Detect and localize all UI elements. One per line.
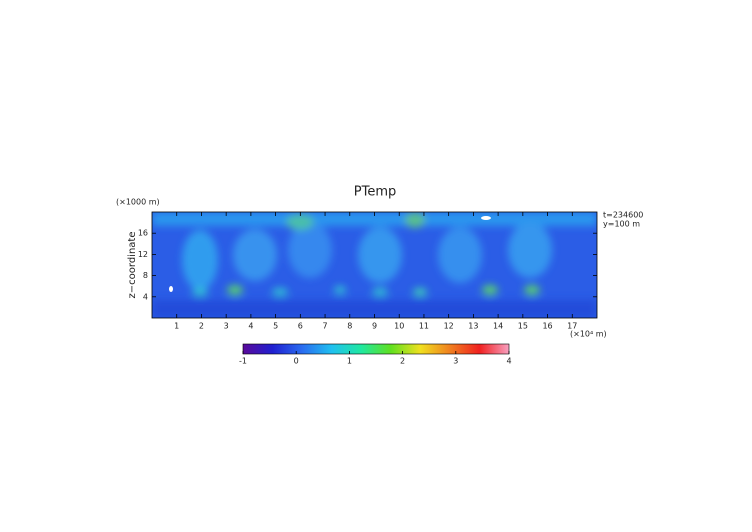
x-tick-label: 17 [567,322,577,331]
x-tick-label: 12 [444,322,454,331]
colorbar [242,343,510,355]
x-tick-label: 1 [174,322,179,331]
field [152,212,597,318]
annotation: y=100 m [603,220,640,229]
y-unit: (×1000 m) [116,198,160,207]
x-tick-label: 13 [468,322,478,331]
x-tick-label: 9 [372,322,377,331]
colorbar-tick-label: 0 [294,357,299,366]
y-tick-label: 4 [143,292,148,301]
x-tick-label: 6 [298,322,303,331]
x-tick-label: 2 [199,322,204,331]
colorbar-tick-label: 3 [453,357,458,366]
x-tick-label: 4 [248,322,253,331]
y-tick-label: 12 [138,250,148,259]
x-tick-label: 8 [347,322,352,331]
colorbar-tick-label: 2 [400,357,405,366]
x-tick-label: 14 [493,322,503,331]
chart-title: PTemp [354,185,397,200]
x-tick-label: 10 [394,322,404,331]
y-label: z−coordinate [127,232,138,299]
colorbar-tick-label: 1 [347,357,352,366]
x-tick-label: 3 [224,322,229,331]
y-tick-label: 8 [143,271,148,280]
x-tick-label: 5 [273,322,278,331]
colorbar-tick-label: 4 [506,357,511,366]
y-tick-label: 16 [138,229,148,238]
x-tick-label: 7 [323,322,328,331]
annotation: t=234600 [603,211,643,220]
colorbar-tick-label: -1 [239,357,247,366]
x-unit: (×10⁴ m) [570,330,607,339]
x-tick-label: 15 [518,322,528,331]
x-tick-label: 11 [419,322,429,331]
x-tick-label: 16 [542,322,552,331]
